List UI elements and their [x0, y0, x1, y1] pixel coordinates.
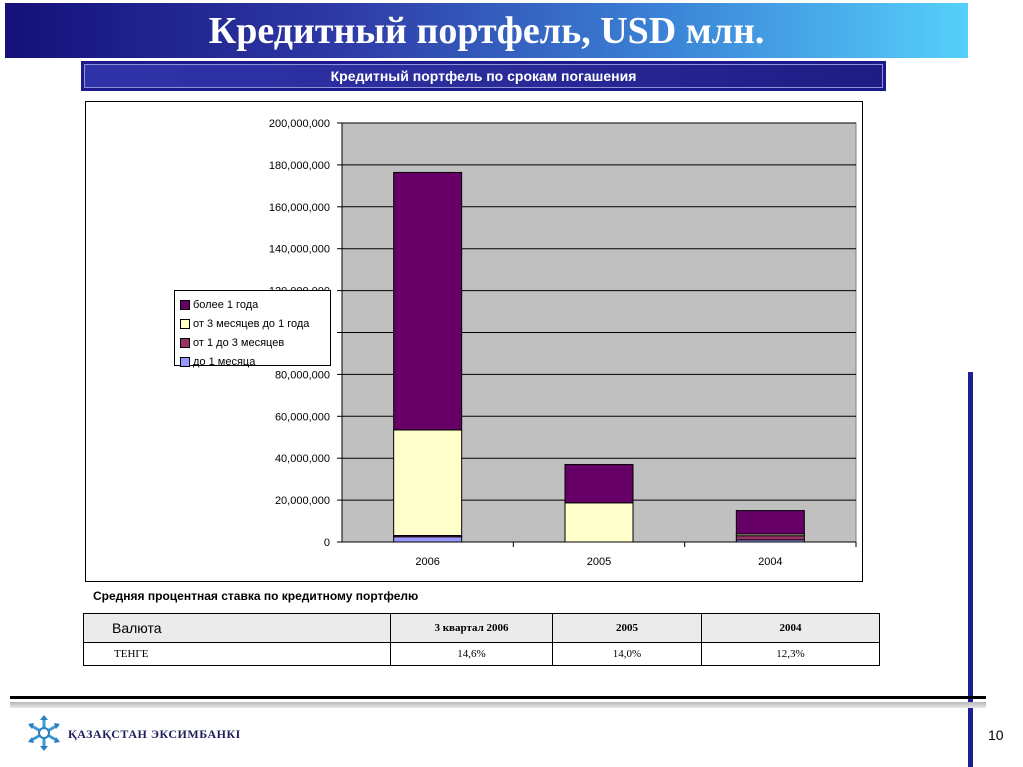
bar-segment	[564, 463, 634, 504]
cell-currency: ТЕНГЕ	[83, 642, 391, 666]
legend-swatch	[180, 318, 190, 329]
cell-rate-2004: 12,3%	[701, 642, 880, 666]
header-currency: Валюта	[83, 613, 391, 643]
table-row: ТЕНГЕ 14,6% 14,0% 12,3%	[83, 642, 880, 666]
rates-title: Средняя процентная ставка по кредитному …	[93, 589, 419, 603]
legend-label: более 1 года	[193, 298, 259, 311]
y-tick-label: 80,000,000	[275, 369, 330, 381]
title-banner: Кредитный портфель, USD млн.	[5, 3, 968, 58]
rates-header-row: Валюта 3 квартал 2006 2005 2004	[83, 613, 880, 643]
y-tick-label: 60,000,000	[275, 411, 330, 423]
x-tick-label: 2005	[587, 556, 611, 568]
x-tick-label: 2006	[415, 556, 439, 568]
legend-swatch	[180, 337, 190, 348]
legend-item: до 1 месяца	[180, 352, 330, 371]
y-tick-label: 140,000,000	[269, 244, 330, 256]
page-number: 10	[988, 727, 1004, 743]
snowflake-logo-icon	[28, 715, 60, 751]
cell-rate-q3-2006: 14,6%	[390, 642, 553, 666]
legend-item: от 3 месяцев до 1 года	[180, 314, 330, 333]
legend-item: более 1 года	[180, 295, 330, 314]
y-tick-label: 0	[324, 537, 330, 549]
subtitle-banner-inner: Кредитный портфель по срокам погашения	[84, 64, 883, 88]
x-tick-label: 2004	[758, 556, 782, 568]
footer-divider	[10, 696, 986, 699]
y-tick-label: 180,000,000	[269, 160, 330, 172]
y-tick-label: 200,000,000	[269, 118, 330, 130]
rates-table: Валюта 3 квартал 2006 2005 2004 ТЕНГЕ 14…	[83, 613, 880, 666]
y-tick-label: 160,000,000	[269, 202, 330, 214]
legend-label: от 3 месяцев до 1 года	[193, 317, 310, 330]
y-tick-label: 40,000,000	[275, 453, 330, 465]
y-tick-label: 20,000,000	[275, 495, 330, 507]
chart-frame: 0 20,000,000 40,000,000 60,000,000 80,000,00…	[85, 101, 863, 582]
header-2005: 2005	[552, 613, 702, 643]
page-title: Кредитный портфель, USD млн.	[208, 9, 765, 52]
legend-label: до 1 месяца	[193, 355, 256, 368]
legend-swatch	[180, 356, 190, 367]
bar-segment	[735, 510, 805, 535]
header-2004: 2004	[701, 613, 880, 643]
bar-segment	[393, 171, 463, 431]
cell-rate-2005: 14,0%	[552, 642, 702, 666]
bar-segment	[564, 502, 634, 543]
subtitle-banner: Кредитный портфель по срокам погашения	[81, 61, 886, 91]
chart-legend: более 1 года от 3 месяцев до 1 года от 1 д…	[174, 290, 331, 368]
legend-item: от 1 до 3 месяцев	[180, 333, 330, 352]
legend-label: от 1 до 3 месяцев	[193, 336, 285, 349]
bar-segment	[393, 536, 463, 543]
footer-shadow-divider	[10, 702, 986, 708]
bar-segment	[735, 535, 805, 541]
legend-swatch	[180, 299, 190, 310]
accent-vertical-bar	[968, 372, 973, 767]
chart-subtitle: Кредитный портфель по срокам погашения	[330, 68, 637, 84]
brand-name: ҚАЗАҚСТАН ЭКСИМБАНКІ	[68, 727, 241, 741]
header-q3-2006: 3 квартал 2006	[390, 613, 553, 643]
bar-segment	[393, 429, 463, 537]
